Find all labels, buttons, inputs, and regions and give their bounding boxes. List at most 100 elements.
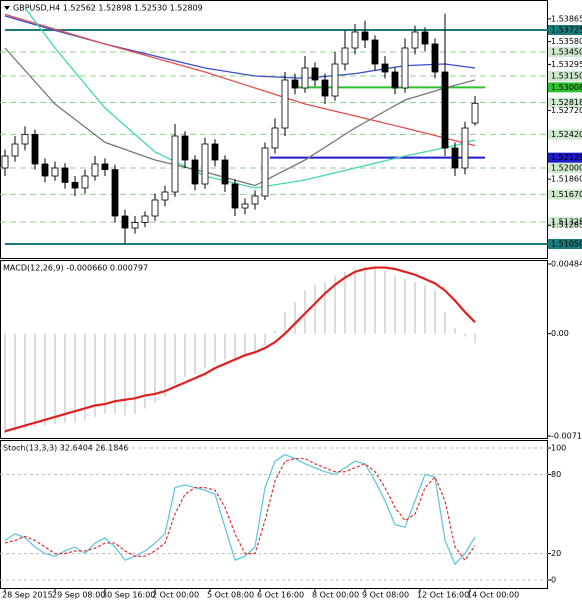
x-tick-label: 2 Oct 00:00 bbox=[152, 591, 199, 600]
candle-body bbox=[51, 167, 59, 177]
y-tick-label: 1.53580 bbox=[551, 37, 582, 46]
y-tick-label: 1.53865 bbox=[551, 14, 582, 23]
level-label-box bbox=[548, 97, 582, 108]
y-tick-label: 0.00 bbox=[551, 329, 569, 338]
candle-body bbox=[371, 39, 379, 65]
candle-body bbox=[1, 155, 9, 169]
candle-body bbox=[91, 163, 99, 177]
level-label: 1.53150 bbox=[551, 72, 582, 81]
candle-body bbox=[471, 102, 479, 124]
macd-panel-frame bbox=[0, 260, 548, 439]
candle-body bbox=[321, 79, 329, 97]
candle-body bbox=[441, 71, 449, 149]
candle-body bbox=[301, 67, 309, 89]
candle-body bbox=[141, 215, 149, 223]
x-tick-label: 8 Oct 00:00 bbox=[312, 591, 359, 600]
x-tick-label: 30 Sep 16:00 bbox=[102, 591, 155, 600]
y-tick-label: 20 bbox=[551, 549, 561, 558]
candle-body bbox=[351, 31, 359, 49]
y-tick-label: 100 bbox=[551, 444, 566, 453]
level-label: 1.52818 bbox=[551, 98, 582, 107]
candle-body bbox=[331, 63, 339, 97]
level-label-box bbox=[548, 217, 582, 227]
candle-body bbox=[11, 143, 19, 157]
candle-body bbox=[201, 143, 209, 185]
macd-title: MACD(12,26,9) -0.000660 0.000797 bbox=[3, 264, 148, 273]
candle-body bbox=[271, 127, 279, 149]
stoch-line bbox=[4, 453, 476, 566]
candle-body bbox=[31, 133, 39, 165]
candle-body bbox=[161, 191, 169, 201]
y-tick-label: 1.51860 bbox=[551, 175, 582, 184]
level-label: 1.53008 bbox=[551, 83, 582, 92]
level-label: 1.51325 bbox=[551, 218, 582, 227]
menu-arrow[interactable] bbox=[4, 6, 10, 10]
candle-body bbox=[131, 221, 139, 229]
moving-average bbox=[24, 7, 476, 189]
moving-average bbox=[4, 13, 476, 147]
y-tick-label: -0.007125 bbox=[551, 432, 582, 441]
level-label: 1.51050 bbox=[551, 240, 582, 249]
level-label-box bbox=[548, 152, 582, 163]
candle-body bbox=[421, 31, 429, 45]
moving-average bbox=[4, 47, 476, 187]
level-label-box bbox=[548, 82, 582, 93]
candle-body bbox=[451, 147, 459, 169]
level-label: 1.53450 bbox=[551, 48, 582, 57]
candle-body bbox=[401, 47, 409, 89]
stoch-title: Stoch(13,3,3) 32.6404 26.1846 bbox=[3, 444, 129, 453]
x-tick-label: 28 Sep 2015 bbox=[2, 591, 53, 600]
candle-body bbox=[81, 175, 89, 189]
y-tick-label: 1.51285 bbox=[551, 221, 582, 230]
stoch-panel-frame bbox=[0, 440, 548, 589]
level-label-box bbox=[548, 71, 582, 81]
candle-body bbox=[61, 167, 69, 183]
candle-body bbox=[311, 67, 319, 81]
candle-body bbox=[411, 31, 419, 49]
candle-body bbox=[211, 143, 219, 161]
y-tick-label: 1.53295 bbox=[551, 60, 582, 69]
candle-body bbox=[111, 169, 119, 217]
price-panel-frame bbox=[0, 0, 548, 259]
candle-body bbox=[361, 31, 369, 41]
y-tick-label: 0 bbox=[551, 576, 556, 585]
signal-line bbox=[4, 266, 476, 433]
x-tick-label: 12 Oct 16:00 bbox=[417, 591, 469, 600]
candle-body bbox=[181, 135, 189, 161]
candle-body bbox=[391, 71, 399, 89]
candle-body bbox=[431, 43, 439, 73]
x-tick-label: 6 Oct 16:00 bbox=[257, 591, 304, 600]
stoch-line bbox=[4, 457, 476, 562]
y-tick-label: 80 bbox=[551, 470, 561, 479]
candle-body bbox=[101, 163, 109, 170]
candle-body bbox=[21, 133, 29, 145]
candle-body bbox=[41, 163, 49, 177]
candle-body bbox=[241, 203, 249, 209]
y-tick-label: 0.004847 bbox=[551, 260, 582, 269]
level-label: 1.51670 bbox=[551, 190, 582, 199]
level-label-box bbox=[548, 239, 582, 249]
level-label-box bbox=[548, 47, 582, 57]
level-label-box bbox=[548, 163, 582, 173]
level-label: 1.52129 bbox=[551, 153, 582, 162]
x-tick-label: 9 Oct 08:00 bbox=[362, 591, 409, 600]
x-tick-label: 14 Oct 00:00 bbox=[467, 591, 519, 600]
level-label-box bbox=[548, 25, 582, 35]
candle-body bbox=[381, 63, 389, 73]
candle-body bbox=[461, 127, 469, 169]
x-tick-label: 5 Oct 08:00 bbox=[207, 591, 254, 600]
candle-body bbox=[171, 135, 179, 193]
candle-body bbox=[291, 79, 299, 89]
candle-body bbox=[191, 159, 199, 185]
level-label-box bbox=[548, 189, 582, 200]
level-label: 1.52420 bbox=[551, 130, 582, 139]
x-tick-label: 29 Sep 08:00 bbox=[52, 591, 105, 600]
candle-body bbox=[231, 183, 239, 209]
y-tick-label: 1.52720 bbox=[551, 106, 582, 115]
price-title: GBPUSD,H4 1.52562 1.52898 1.52530 1.5280… bbox=[13, 4, 203, 13]
candle-body bbox=[221, 159, 229, 185]
candle-body bbox=[281, 79, 289, 129]
candle-body bbox=[151, 199, 159, 217]
